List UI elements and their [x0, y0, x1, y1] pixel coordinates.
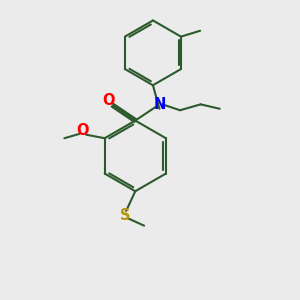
Text: S: S [120, 208, 130, 223]
Text: O: O [76, 123, 89, 138]
Text: O: O [103, 93, 115, 108]
Text: N: N [153, 97, 166, 112]
